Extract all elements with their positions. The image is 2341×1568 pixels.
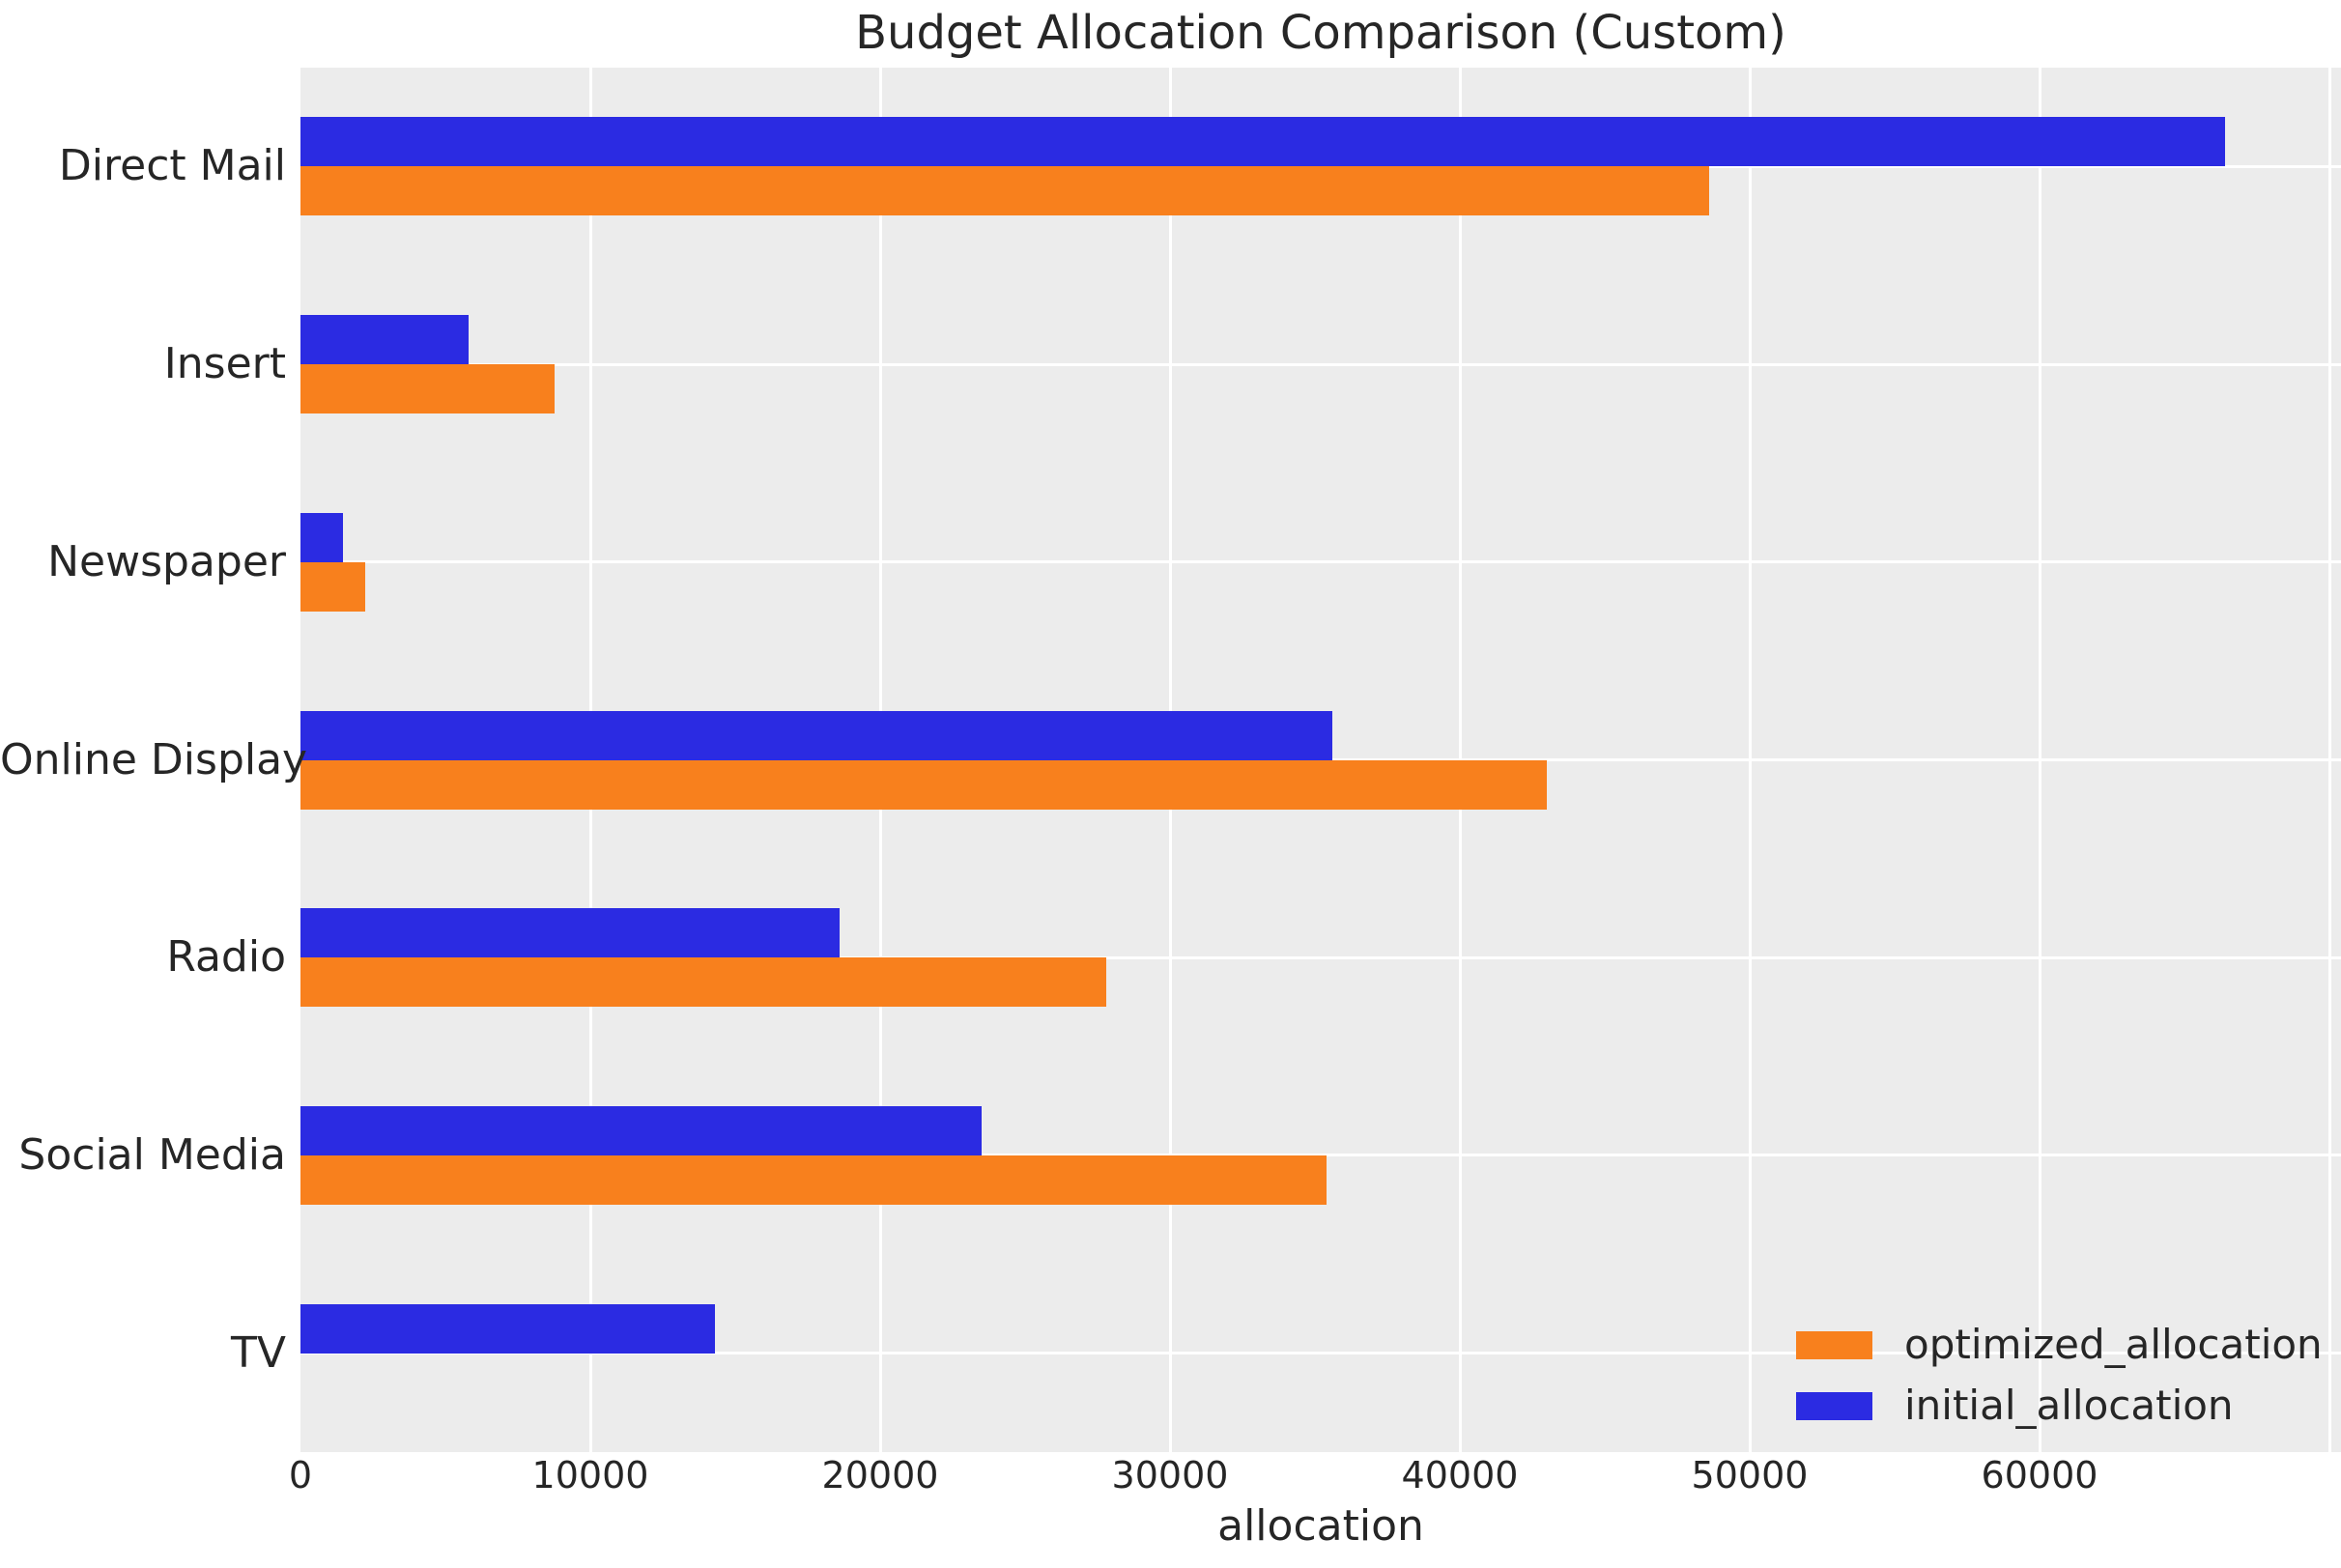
y-tick-label-online-display: Online Display bbox=[0, 734, 308, 784]
gridline-horizontal bbox=[300, 362, 2341, 366]
legend-swatch-initial bbox=[1796, 1391, 1872, 1420]
x-tick-label-0: 0 bbox=[288, 1454, 313, 1497]
legend-label-optimized: optimized_allocation bbox=[1904, 1321, 2323, 1368]
bar-optimized_allocation-insert bbox=[300, 364, 555, 414]
chart-title: Budget Allocation Comparison (Custom) bbox=[855, 6, 1786, 60]
legend-entry-initial: initial_allocation bbox=[1796, 1382, 2323, 1430]
gridline-horizontal bbox=[300, 955, 2341, 959]
bar-initial_allocation-direct-mail bbox=[300, 117, 2225, 167]
bar-optimized_allocation-newspaper bbox=[300, 561, 365, 612]
x-tick-label-20000: 20000 bbox=[821, 1454, 939, 1497]
x-axis-label: allocation bbox=[1217, 1501, 1424, 1551]
bar-initial_allocation-social-media bbox=[300, 1105, 982, 1155]
legend-swatch-optimized bbox=[1796, 1330, 1872, 1359]
bar-optimized_allocation-online-display bbox=[300, 759, 1547, 810]
y-tick-label-radio: Radio bbox=[166, 932, 286, 983]
legend-entry-optimized: optimized_allocation bbox=[1796, 1321, 2323, 1369]
bar-initial_allocation-newspaper bbox=[300, 512, 344, 562]
x-tick-label-30000: 30000 bbox=[1111, 1454, 1229, 1497]
gridline-horizontal bbox=[300, 560, 2341, 564]
y-tick-label-direct-mail: Direct Mail bbox=[58, 141, 286, 191]
bar-initial_allocation-insert bbox=[300, 315, 469, 365]
y-tick-label-social-media: Social Media bbox=[18, 1129, 286, 1180]
x-tick-label-60000: 60000 bbox=[1981, 1454, 2098, 1497]
legend-label-initial: initial_allocation bbox=[1904, 1382, 2234, 1429]
gridline-horizontal bbox=[300, 1352, 2341, 1355]
bar-initial_allocation-online-display bbox=[300, 710, 1332, 760]
x-tick-label-40000: 40000 bbox=[1401, 1454, 1519, 1497]
y-tick-label-tv: TV bbox=[231, 1327, 286, 1378]
x-tick-label-50000: 50000 bbox=[1691, 1454, 1809, 1497]
x-tick-label-10000: 10000 bbox=[531, 1454, 649, 1497]
bar-optimized_allocation-radio bbox=[300, 957, 1106, 1008]
bar-initial_allocation-tv bbox=[300, 1303, 715, 1354]
y-tick-label-insert: Insert bbox=[163, 339, 286, 389]
plot-area bbox=[300, 68, 2341, 1452]
bar-optimized_allocation-social-media bbox=[300, 1155, 1327, 1205]
y-tick-label-newspaper: Newspaper bbox=[47, 536, 286, 586]
bar-optimized_allocation-direct-mail bbox=[300, 166, 1709, 216]
bar-initial_allocation-radio bbox=[300, 908, 840, 958]
legend: optimized_allocation initial_allocation bbox=[1796, 1321, 2323, 1442]
